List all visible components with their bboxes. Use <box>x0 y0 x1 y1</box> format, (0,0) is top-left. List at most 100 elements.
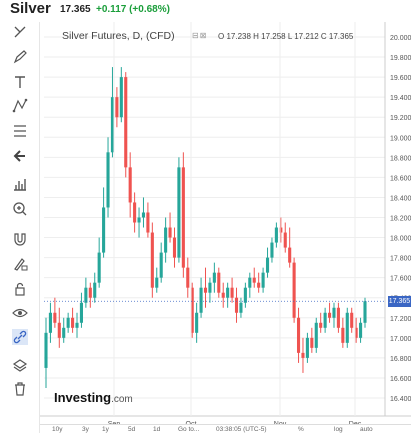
candle-body <box>93 282 97 298</box>
bottom-bar-item[interactable]: Go to... <box>178 426 200 433</box>
candle-body <box>88 287 92 298</box>
candle-body <box>128 167 132 203</box>
candle-body <box>296 317 301 353</box>
magnet-icon[interactable] <box>11 231 29 249</box>
y-tick-label: 18.000 <box>390 236 411 243</box>
legend-ohlc-values: O 17.238 H 17.258 L 17.212 C 17.365 <box>218 32 354 41</box>
candle-body <box>66 317 70 328</box>
candle-body <box>141 212 146 218</box>
candle-body <box>164 227 168 253</box>
candle-body <box>217 272 221 293</box>
y-tick-label: 17.000 <box>390 336 411 343</box>
candle-body <box>133 202 137 223</box>
candle-body <box>177 167 181 258</box>
candle-body <box>323 312 327 328</box>
zoom-in-icon[interactable] <box>11 200 29 218</box>
candle-body <box>186 267 190 288</box>
bottom-bar-item[interactable]: 3y <box>82 426 89 433</box>
back-arrow-icon[interactable] <box>11 147 29 165</box>
y-tick-label: 19.800 <box>390 55 411 62</box>
bottom-bar-item[interactable]: 10y <box>52 426 63 433</box>
candle-body <box>115 97 119 118</box>
instrument-price: 17.365 <box>60 4 91 15</box>
bottom-bar-item[interactable]: 03:38:05 (UTC-5) <box>216 426 267 433</box>
legend-settings-icons[interactable]: ⊟⊠ <box>192 31 208 40</box>
candle-body <box>345 312 349 343</box>
bottom-bar-item[interactable]: 1y <box>102 426 109 433</box>
measure-icon[interactable] <box>11 175 29 193</box>
candle-body <box>190 287 194 333</box>
candle-body <box>57 322 61 338</box>
lock-icon[interactable] <box>11 280 29 298</box>
bottom-bar-item[interactable]: 5d <box>128 426 136 433</box>
y-tick-label: 16.400 <box>390 396 411 403</box>
text-icon[interactable] <box>11 73 29 91</box>
candle-body <box>48 312 52 333</box>
chart-area[interactable]: 20.000 19.800 19.600 19.400 19.200 19.000 18.8… <box>40 22 411 424</box>
candle-body <box>212 272 216 283</box>
x-tick-label: Nov <box>274 421 287 424</box>
x-tick-label: Sep <box>108 421 121 424</box>
y-tick-label: 19.600 <box>390 75 411 82</box>
candle-body <box>203 287 208 293</box>
candle-body <box>226 287 230 298</box>
candle-body <box>265 257 270 273</box>
y-tick-label: 17.600 <box>390 276 411 283</box>
chart-legend-title: Silver Futures, D, (CFD) <box>62 30 175 42</box>
candle-body <box>230 287 234 298</box>
price-chart[interactable]: 20.000 19.800 19.600 19.400 19.200 19.000 18.8… <box>40 22 411 424</box>
brush-lock-icon[interactable] <box>11 255 29 273</box>
crosshair-icon[interactable] <box>11 23 29 41</box>
candle-body <box>221 292 225 298</box>
candle-body <box>62 327 66 338</box>
candle-body <box>350 312 354 328</box>
candle-body <box>168 227 172 238</box>
candle-body <box>75 322 79 328</box>
candle-body <box>336 307 340 328</box>
candle-body <box>359 322 363 338</box>
logo-suffix: .com <box>111 394 133 405</box>
candle-body <box>124 77 128 168</box>
header: Silver 17.365 +0.117 (+0.68%) <box>0 0 411 22</box>
candle-body <box>119 77 123 118</box>
candle-body <box>341 327 345 343</box>
x-tick-label: Oct <box>186 421 197 424</box>
pencil-icon[interactable] <box>11 48 29 66</box>
candle-body <box>155 277 159 288</box>
y-tick-label: 17.800 <box>390 256 411 263</box>
candle-body <box>195 312 199 333</box>
candle-body <box>181 167 185 268</box>
y-tick-label: 19.200 <box>390 115 411 122</box>
candle-body <box>257 282 261 288</box>
bottom-bar-item[interactable]: 1d <box>153 426 161 433</box>
candle-body <box>84 287 88 303</box>
candle-body <box>79 302 83 323</box>
fibonacci-icon[interactable] <box>11 122 29 140</box>
layers-icon[interactable] <box>11 357 29 375</box>
bottom-bar-item[interactable]: log <box>334 426 343 433</box>
candle-body <box>283 232 287 248</box>
investing-logo: Investing.com <box>54 390 133 405</box>
pattern-icon[interactable] <box>11 97 29 115</box>
candle-body <box>137 217 141 223</box>
candle-body <box>102 207 106 253</box>
y-tick-label: 16.800 <box>390 356 411 363</box>
candle-body <box>110 97 115 153</box>
link-icon[interactable] <box>11 328 29 346</box>
candle-body <box>354 327 358 338</box>
candle-body <box>332 307 336 318</box>
y-tick-label: 17.200 <box>390 316 411 323</box>
last-price-label: 17.365 <box>388 295 411 307</box>
eye-icon[interactable] <box>11 304 29 322</box>
instrument-title: Silver <box>10 0 51 17</box>
candle-body <box>172 237 177 258</box>
bottom-bar-item[interactable]: auto <box>360 426 373 433</box>
candle-body <box>248 277 252 288</box>
y-tick-label: 19.000 <box>390 135 411 142</box>
bottom-bar-item[interactable]: % <box>298 426 304 433</box>
candle-body <box>363 301 367 323</box>
trash-icon[interactable] <box>11 380 29 398</box>
candle-body <box>44 332 48 368</box>
y-tick-label: 20.000 <box>390 35 411 42</box>
candle-body <box>270 242 274 258</box>
